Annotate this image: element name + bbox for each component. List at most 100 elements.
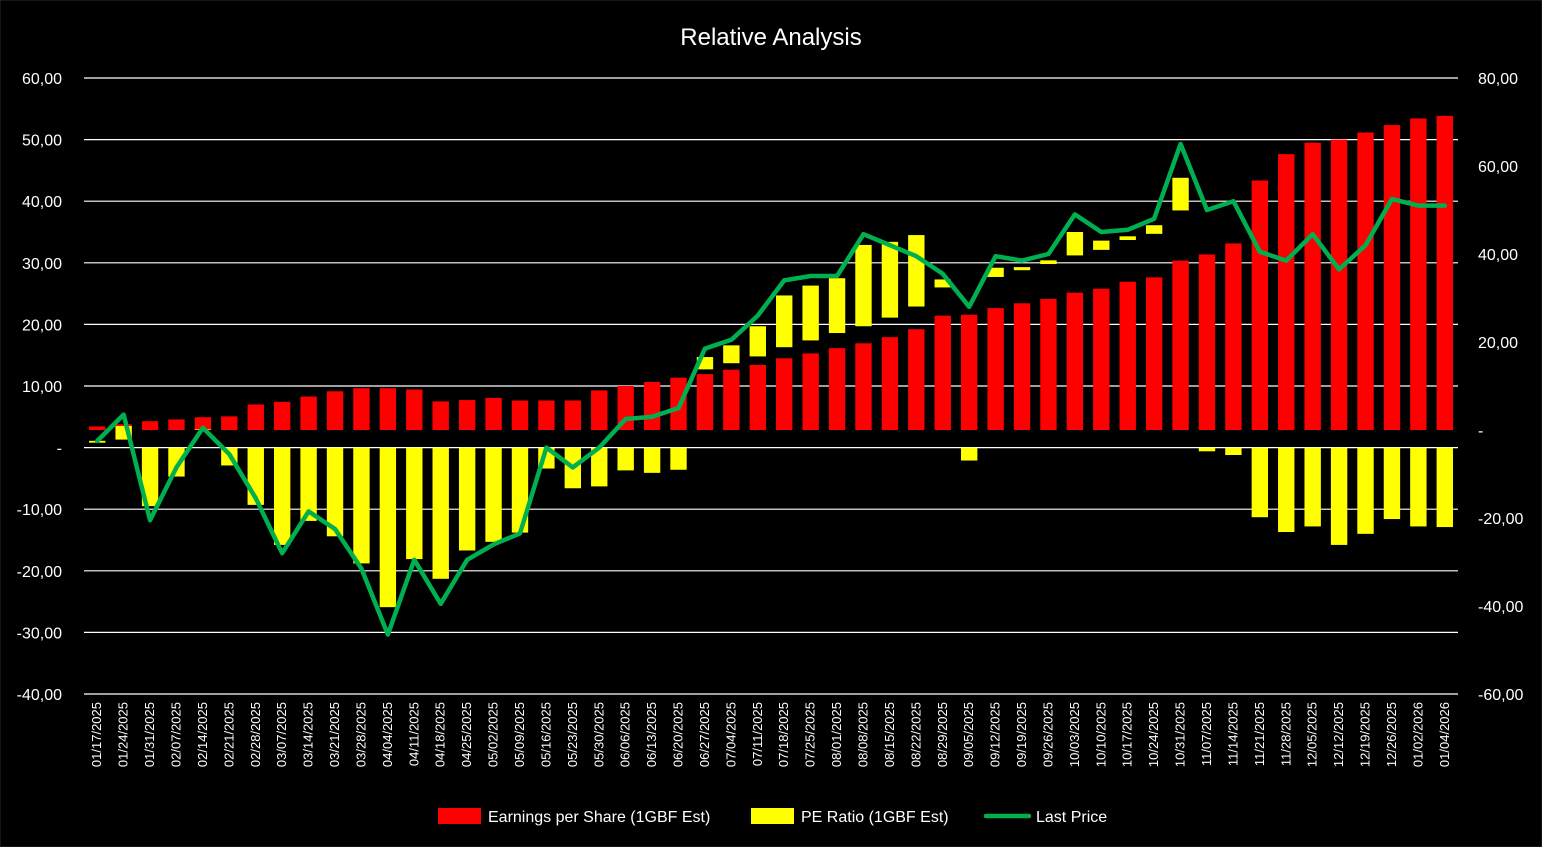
x-axis-tick-label: 05/02/2025 (486, 702, 501, 767)
x-axis-tick-label: 02/07/2025 (168, 702, 183, 767)
x-axis-tick-label: 05/30/2025 (591, 702, 606, 767)
x-axis-tick-label: 05/16/2025 (538, 702, 553, 767)
x-axis-tick-label: 04/25/2025 (459, 702, 474, 767)
x-axis-tick-label: 12/12/2025 (1331, 702, 1346, 767)
legend-label: PE Ratio (1GBF Est) (801, 809, 949, 826)
bar (591, 390, 608, 430)
bar (802, 285, 819, 341)
bar (300, 447, 317, 521)
bar (1436, 115, 1453, 430)
bar (89, 426, 106, 430)
bar (326, 391, 344, 430)
bar (1410, 118, 1427, 430)
x-axis-tick-label: 04/04/2025 (380, 702, 395, 767)
x-axis-tick-label: 07/04/2025 (723, 702, 738, 767)
x-axis-tick-label: 12/19/2025 (1358, 702, 1373, 767)
bar (934, 279, 951, 288)
bar (1145, 225, 1163, 234)
bar (326, 447, 344, 537)
legend-bar-swatch (751, 808, 794, 824)
bar (538, 400, 555, 430)
bar (1278, 154, 1295, 430)
x-axis-tick-label: 06/13/2025 (644, 702, 659, 767)
x-axis-tick-label: 06/27/2025 (697, 702, 712, 767)
bar (960, 314, 978, 430)
bar (643, 447, 661, 473)
bar (828, 278, 846, 334)
x-axis-tick-label: 10/10/2025 (1093, 702, 1108, 767)
x-axis-tick-label: 12/26/2025 (1384, 702, 1399, 767)
bar (432, 401, 449, 430)
bar (1040, 260, 1057, 265)
right-axis-tick-label: 60,00 (1478, 159, 1518, 176)
bar (1330, 447, 1348, 545)
x-axis-tick-label: 03/07/2025 (274, 702, 289, 767)
x-axis-tick-label: 12/05/2025 (1305, 702, 1320, 767)
bar (1013, 303, 1031, 430)
bar (1172, 177, 1189, 211)
bar (1304, 142, 1321, 430)
bar (194, 417, 212, 430)
gridlines (84, 77, 1458, 695)
x-axis-tick-label: 11/21/2025 (1252, 702, 1267, 766)
bar (379, 388, 397, 430)
left-axis-tick-label: -10,00 (17, 502, 62, 519)
left-axis-tick-label: 20,00 (22, 317, 62, 334)
bar (617, 447, 634, 471)
bar (141, 421, 159, 430)
right-axis-tick-label: 80,00 (1478, 71, 1518, 88)
left-axis-tick-label: 50,00 (22, 133, 62, 150)
x-axis-tick-label: 03/14/2025 (301, 702, 316, 767)
bar (1013, 267, 1031, 271)
bar (1383, 447, 1401, 520)
x-axis-tick-label: 11/14/2025 (1225, 702, 1240, 766)
x-axis-tick-label: 09/12/2025 (988, 702, 1003, 767)
bar (960, 447, 978, 461)
legend: Earnings per Share (1GBF Est) PE Ratio (1… (438, 808, 1107, 826)
left-axis-tick-label: 60,00 (22, 71, 62, 88)
x-axis-tick-label: 07/25/2025 (803, 702, 818, 767)
x-axis-tick-label: 06/06/2025 (618, 702, 633, 767)
bar (511, 447, 529, 533)
x-axis-tick-label: 02/14/2025 (195, 702, 210, 767)
bar (908, 235, 925, 307)
bar (1119, 236, 1136, 241)
bar (670, 447, 687, 470)
x-axis: 01/17/2025 01/24/2025 01/31/2025 02/07/2025… (89, 702, 1452, 767)
bar (485, 447, 502, 542)
bar (749, 364, 766, 430)
bar (300, 396, 317, 430)
bar (828, 348, 846, 430)
bar (1251, 447, 1269, 518)
left-axis-tick-label: - (57, 441, 62, 458)
bar (1198, 447, 1216, 452)
bar (168, 447, 185, 477)
line-series (94, 141, 1448, 637)
bar (749, 326, 766, 357)
bar (881, 337, 899, 430)
left-axis-tick-label: 40,00 (22, 194, 62, 211)
bar (141, 447, 159, 507)
right-axis-tick-label: -20,00 (1478, 511, 1523, 528)
right-axis-tick-label: 40,00 (1478, 247, 1518, 264)
bar (247, 404, 264, 430)
bar (353, 447, 370, 564)
left-axis-tick-label: 30,00 (22, 256, 62, 273)
bar (273, 447, 291, 545)
bar (458, 400, 476, 430)
bar (855, 244, 872, 327)
bar (776, 358, 793, 430)
bar (1040, 298, 1057, 430)
bar (1357, 447, 1374, 534)
x-axis-tick-label: 03/28/2025 (353, 702, 368, 767)
bar (881, 241, 899, 318)
bar (987, 308, 1004, 430)
x-axis-tick-label: 10/17/2025 (1120, 702, 1135, 767)
bar (379, 447, 397, 608)
bar (1119, 281, 1136, 430)
x-axis-tick-label: 08/29/2025 (935, 702, 950, 767)
x-axis-tick-label: 09/26/2025 (1040, 702, 1055, 767)
bar (432, 447, 449, 579)
bar (1172, 260, 1189, 430)
